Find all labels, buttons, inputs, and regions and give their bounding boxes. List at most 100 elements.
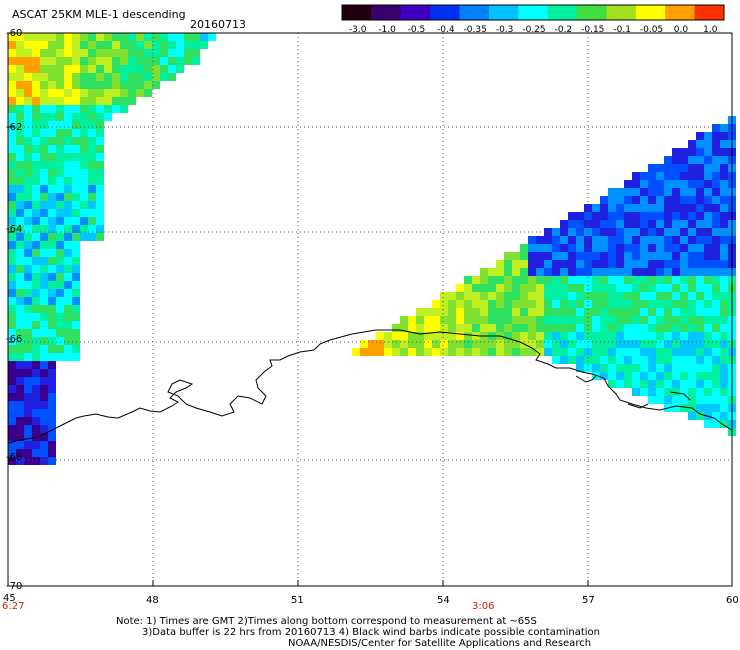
colorbar-label: 1.0 [703, 25, 718, 35]
swath-pixel [640, 372, 648, 380]
swath-pixel [400, 340, 408, 348]
swath-pixel [40, 121, 48, 129]
swath-pixel [576, 276, 584, 284]
swath-pixel [632, 324, 640, 332]
swath-pixel [536, 252, 544, 260]
swath-pixel [544, 300, 552, 308]
time-label-left: 6:27 [2, 601, 25, 612]
swath-pixel [16, 289, 24, 297]
swath-pixel [8, 233, 16, 241]
swath-pixel [680, 252, 688, 260]
swath-pixel [48, 281, 56, 289]
swath-pixel [568, 236, 576, 244]
swath-pixel [512, 292, 520, 300]
swath-pixel [424, 340, 432, 348]
swath-pixel [64, 345, 72, 353]
swath-pixel [664, 380, 672, 388]
colorbar-swatch [547, 5, 578, 20]
swath-pixel [544, 348, 552, 356]
swath-pixel [608, 188, 616, 196]
swath-pixel [64, 145, 72, 153]
swath-pixel [720, 316, 728, 324]
swath-pixel [688, 292, 696, 300]
swath-pixel [720, 356, 728, 364]
swath-pixel [8, 145, 16, 153]
swath-pixel [512, 308, 520, 316]
swath-pixel [152, 65, 160, 73]
swath-pixel [504, 340, 512, 348]
swath-pixel [32, 169, 40, 177]
swath-pixel [16, 113, 24, 121]
swath-pixel [664, 356, 672, 364]
swath-pixel [72, 345, 80, 353]
swath-pixel [24, 281, 32, 289]
swath-pixel [64, 177, 72, 185]
swath-pixel [680, 364, 688, 372]
swath-pixel [16, 233, 24, 241]
swath-pixel [32, 33, 40, 41]
swath-pixel [576, 236, 584, 244]
swath-pixel [624, 316, 632, 324]
swath-pixel [712, 284, 720, 292]
swath-pixel [600, 324, 608, 332]
swath-pixel [96, 145, 104, 153]
swath-pixel [96, 49, 104, 57]
swath-pixel [656, 252, 664, 260]
swath-pixel [552, 300, 560, 308]
swath-pixel [200, 41, 208, 49]
swath-pixel [8, 289, 16, 297]
swath-pixel [656, 300, 664, 308]
swath-pixel [64, 265, 72, 273]
swath-pixel [16, 369, 24, 377]
swath-pixel [48, 361, 56, 369]
swath-pixel [456, 348, 464, 356]
swath-pixel [40, 33, 48, 41]
swath-pixel [192, 33, 200, 41]
swath-pixel [408, 332, 416, 340]
swath-pixel [448, 316, 456, 324]
swath-pixel [40, 289, 48, 297]
swath-pixel [72, 185, 80, 193]
footer-credit: NOAA/NESDIS/Center for Satellite Applica… [288, 638, 592, 649]
swath-pixel [40, 41, 48, 49]
swath-pixel [568, 276, 576, 284]
swath-pixel [96, 193, 104, 201]
swath-pixel [576, 268, 584, 276]
swath-pixel [648, 300, 656, 308]
swath-pixel [32, 457, 40, 465]
swath-pixel [24, 369, 32, 377]
swath-pixel [144, 33, 152, 41]
swath-pixel [96, 97, 104, 105]
swath-pixel [712, 276, 720, 284]
swath-pixel [712, 236, 720, 244]
swath-pixel [592, 292, 600, 300]
swath-pixel [72, 337, 80, 345]
swath-pixel [8, 113, 16, 121]
swath-pixel [96, 105, 104, 113]
swath-pixel [712, 180, 720, 188]
x-tick-label: 57 [582, 595, 595, 606]
swath-pixel [16, 105, 24, 113]
swath-pixel [48, 441, 56, 449]
swath-pixel [56, 57, 64, 65]
swath-pixel [16, 153, 24, 161]
swath-pixel [56, 81, 64, 89]
swath-pixel [152, 41, 160, 49]
swath-pixel [520, 332, 528, 340]
swath-pixel [56, 265, 64, 273]
colorbar-label: -0.35 [463, 25, 487, 35]
swath-pixel [704, 396, 712, 404]
swath-pixel [608, 196, 616, 204]
swath-pixel [712, 388, 720, 396]
x-tick-label: 45 [3, 593, 16, 604]
swath-pixel [96, 137, 104, 145]
swath-pixel [600, 252, 608, 260]
swath-pixel [584, 252, 592, 260]
swath-pixel [696, 364, 704, 372]
swath-pixel [16, 97, 24, 105]
swath-pixel [8, 193, 16, 201]
swath-pixel [640, 324, 648, 332]
swath-pixel [40, 89, 48, 97]
swath-pixel [64, 137, 72, 145]
swath-pixel [184, 57, 192, 65]
